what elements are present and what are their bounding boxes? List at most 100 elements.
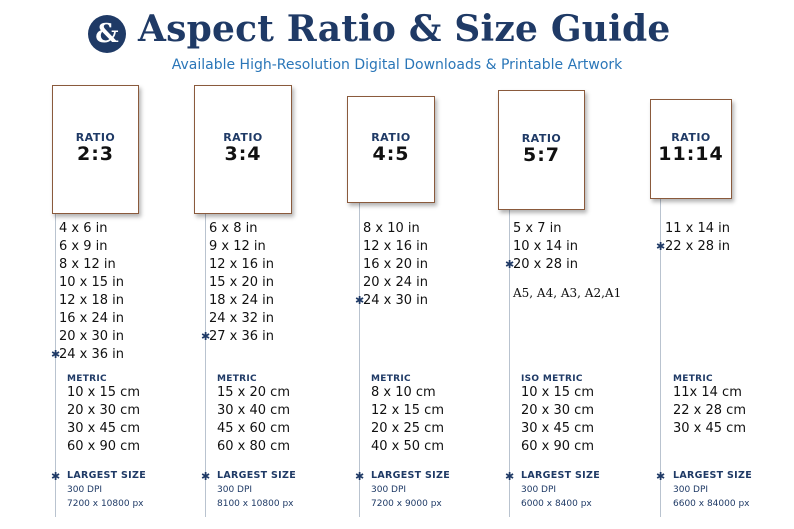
ratio-value: 5:7 [522,143,561,166]
size-item: 20 x 28 in ✱ [505,257,579,272]
pixel-dimensions: 8100 x 10800 px [217,499,294,509]
size-list: 8 x 10 in 12 x 16 in 16 x 20 in 20 x 24 in 2… [355,220,429,310]
dpi-value: 300 DPI [673,485,709,495]
metric-item: 20 x 30 cm [521,403,594,418]
metric-heading: METRIC [67,374,107,384]
dpi-value: 300 DPI [67,485,103,495]
dpi-value: 300 DPI [521,485,557,495]
metric-list: 15 x 20 cm 30 x 40 cm 45 x 60 cm 60 x 80 cm [217,384,290,456]
size-list: 11 x 14 in 22 x 28 in ✱ [656,220,731,256]
size-item: 9 x 12 in [209,239,266,254]
size-item: 24 x 30 in ✱ [355,293,429,308]
asterisk-icon: ✱ [51,348,61,361]
size-item: 12 x 16 in [363,239,429,254]
page-subtitle: Available High-Resolution Digital Downlo… [171,57,623,73]
size-item: 12 x 18 in [59,293,125,308]
ratio-value: 4:5 [372,143,410,165]
largest-size-label: LARGEST SIZE [673,470,752,481]
asterisk-icon: ✱ [355,294,365,307]
metric-heading: ISO METRIC [521,374,583,384]
pixel-dimensions: 6600 x 84000 px [673,499,750,509]
metric-item: 30 x 45 cm [521,421,594,436]
ratio-frame: RATIO 2:3 [52,85,139,214]
metric-heading: METRIC [673,374,713,384]
metric-item: 30 x 40 cm [217,403,290,418]
metric-item: 60 x 90 cm [521,439,594,454]
dpi-value: 300 DPI [217,485,253,495]
pixel-dimensions: 7200 x 9000 px [371,499,442,509]
size-item: 6 x 8 in [209,221,258,236]
size-list: 5 x 7 in 10 x 14 in 20 x 28 in ✱ [505,220,579,274]
ratio-value: 11:14 [658,142,724,165]
asterisk-icon: ✱ [355,470,365,483]
asterisk-icon: ✱ [656,470,666,483]
metric-item: 10 x 15 cm [521,385,594,400]
ratio-label: RATIO [75,131,116,144]
metric-list: 11x 14 cm 22 x 28 cm 30 x 45 cm [673,384,746,438]
size-item: 16 x 24 in [59,311,125,326]
size-item: 10 x 14 in [513,239,579,254]
largest-size-label: LARGEST SIZE [371,470,450,481]
asterisk-icon: ✱ [201,330,211,343]
ratio-frame: RATIO 3:4 [194,85,292,214]
metric-list: 8 x 10 cm 12 x 15 cm 20 x 25 cm 40 x 50 cm [371,384,444,456]
ratio-label: RATIO [371,131,411,144]
size-item: 18 x 24 in [209,293,275,308]
metric-item: 30 x 45 cm [67,421,140,436]
size-item: 8 x 12 in [59,257,116,272]
metric-item: 30 x 45 cm [673,421,746,436]
size-item: 16 x 20 in [363,257,429,272]
size-item: 4 x 6 in [59,221,108,236]
metric-item: 20 x 25 cm [371,421,444,436]
page-title: Aspect Ratio & Size Guide [138,8,671,50]
metric-item: 22 x 28 cm [673,403,746,418]
ratio-label: RATIO [521,131,562,145]
size-list: 6 x 8 in 9 x 12 in 12 x 16 in 15 x 20 in 18 … [201,220,275,346]
largest-size-label: LARGEST SIZE [521,470,600,481]
guide-line [205,214,206,517]
size-item: 10 x 15 in [59,275,125,290]
size-item: 15 x 20 in [209,275,275,290]
metric-item: 60 x 80 cm [217,439,290,454]
logo-icon: & [88,15,126,53]
size-item: 6 x 9 in [59,239,108,254]
metric-item: 15 x 20 cm [217,385,290,400]
asterisk-icon: ✱ [505,470,515,483]
pixel-dimensions: 7200 x 10800 px [67,499,144,509]
iso-size-list: A5, A4, A3, A2,A1 [513,286,622,300]
guide-line [660,199,661,517]
size-item: 5 x 7 in [513,221,562,236]
asterisk-icon: ✱ [505,258,515,271]
size-item: 24 x 32 in [209,311,275,326]
asterisk-icon: ✱ [51,470,61,483]
metric-item: 40 x 50 cm [371,439,444,454]
ratio-value: 3:4 [224,143,262,165]
guide-line [359,203,360,517]
metric-item: 8 x 10 cm [371,385,436,400]
dpi-value: 300 DPI [371,485,407,495]
ratio-value: 2:3 [76,143,115,165]
size-item: 22 x 28 in ✱ [656,239,731,254]
metric-item: 11x 14 cm [673,385,742,400]
largest-size-label: LARGEST SIZE [217,470,296,481]
asterisk-icon: ✱ [201,470,211,483]
size-list: 4 x 6 in 6 x 9 in 8 x 12 in 10 x 15 in 12 x … [51,220,125,364]
size-item: 11 x 14 in [665,221,731,236]
metric-list: 10 x 15 cm 20 x 30 cm 30 x 45 cm 60 x 90 cm [67,384,140,456]
metric-item: 12 x 15 cm [371,403,444,418]
ratio-frame: RATIO 4:5 [347,96,435,203]
asterisk-icon: ✱ [656,240,666,253]
metric-item: 60 x 90 cm [67,439,140,454]
metric-item: 45 x 60 cm [217,421,290,436]
metric-item: 10 x 15 cm [67,385,140,400]
pixel-dimensions: 6000 x 8400 px [521,499,592,509]
size-item: 8 x 10 in [363,221,420,236]
largest-size-label: LARGEST SIZE [67,470,146,481]
size-item: 12 x 16 in [209,257,275,272]
metric-heading: METRIC [217,374,257,384]
guide-line [509,210,510,517]
ratio-label: RATIO [671,130,711,144]
size-item: 24 x 36 in ✱ [51,347,125,362]
ratio-frame: RATIO 5:7 [498,90,585,210]
ratio-label: RATIO [223,131,263,144]
